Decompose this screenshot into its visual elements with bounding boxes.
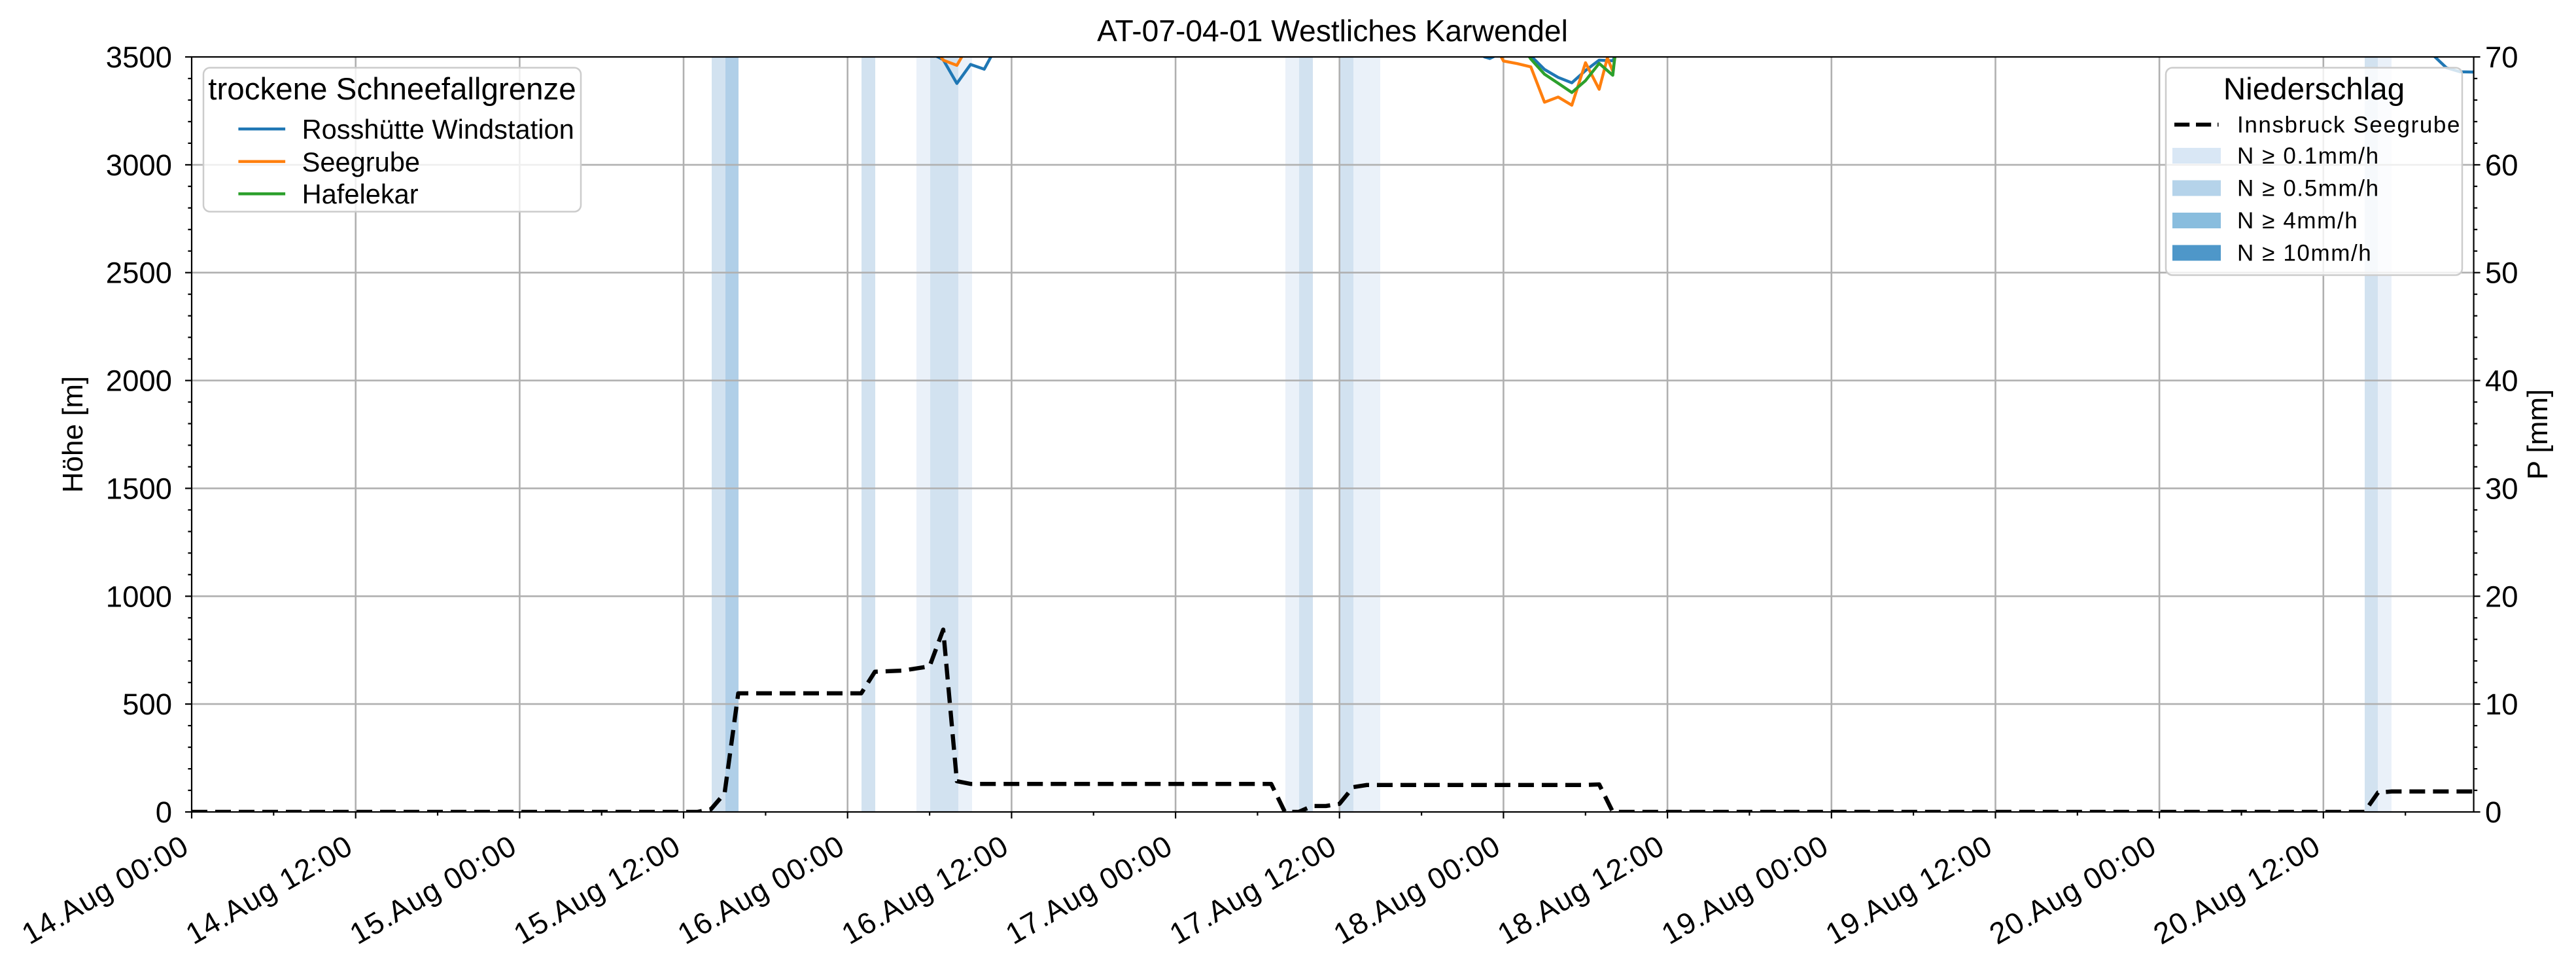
- svg-text:10: 10: [2485, 688, 2518, 721]
- svg-text:N ≥ 4mm/h: N ≥ 4mm/h: [2237, 208, 2358, 234]
- svg-text:N ≥ 10mm/h: N ≥ 10mm/h: [2237, 241, 2372, 266]
- svg-text:1500: 1500: [106, 472, 172, 505]
- svg-text:50: 50: [2485, 256, 2518, 290]
- svg-text:3000: 3000: [106, 149, 172, 182]
- svg-text:2500: 2500: [106, 256, 172, 290]
- svg-text:20: 20: [2485, 580, 2518, 613]
- svg-text:AT-07-04-01 Westliches Karwend: AT-07-04-01 Westliches Karwendel: [1097, 14, 1568, 48]
- svg-text:70: 70: [2485, 41, 2518, 74]
- svg-text:Rosshütte Windstation: Rosshütte Windstation: [302, 114, 574, 145]
- svg-text:2000: 2000: [106, 364, 172, 398]
- svg-text:Innsbruck Seegrube: Innsbruck Seegrube: [2237, 113, 2461, 138]
- svg-text:3500: 3500: [106, 41, 172, 74]
- svg-text:500: 500: [122, 688, 172, 721]
- svg-text:Seegrube: Seegrube: [302, 147, 420, 177]
- svg-text:0: 0: [156, 796, 172, 829]
- svg-text:0: 0: [2485, 796, 2501, 829]
- svg-text:trockene Schneefallgrenze: trockene Schneefallgrenze: [208, 72, 576, 107]
- svg-text:N ≥ 0.5mm/h: N ≥ 0.5mm/h: [2237, 176, 2380, 202]
- svg-text:1000: 1000: [106, 580, 172, 613]
- svg-text:P [mm]: P [mm]: [2522, 389, 2554, 480]
- svg-text:Niederschlag: Niederschlag: [2223, 72, 2405, 107]
- svg-text:60: 60: [2485, 149, 2518, 182]
- svg-text:30: 30: [2485, 472, 2518, 505]
- svg-text:Höhe [m]: Höhe [m]: [57, 376, 89, 493]
- svg-text:Hafelekar: Hafelekar: [302, 179, 419, 209]
- svg-text:N ≥ 0.1mm/h: N ≥ 0.1mm/h: [2237, 143, 2380, 169]
- svg-text:40: 40: [2485, 364, 2518, 398]
